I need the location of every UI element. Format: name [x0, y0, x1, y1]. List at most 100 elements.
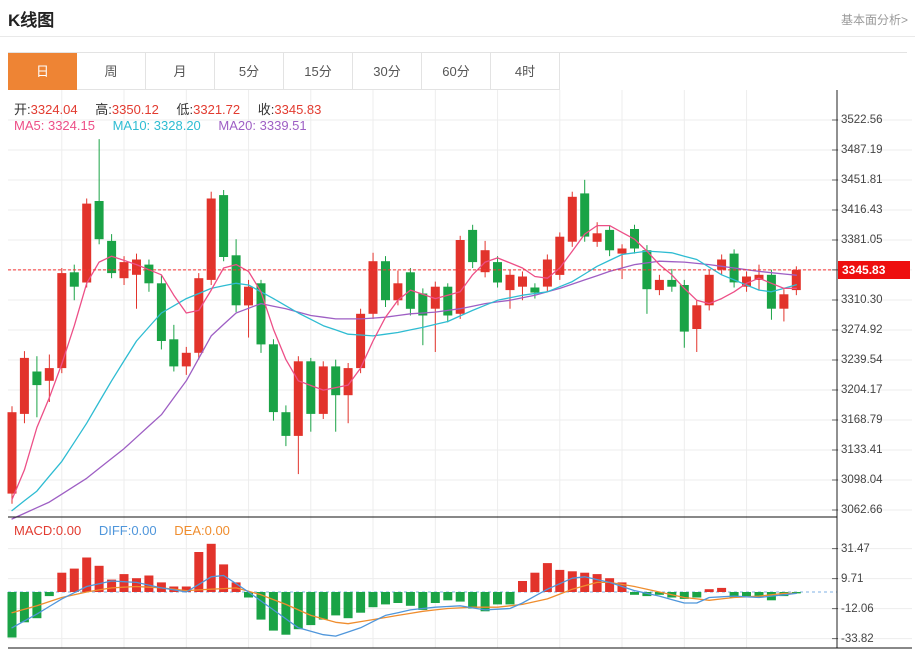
current-price-badge: 3345.83: [838, 260, 910, 279]
macd-bar: [156, 582, 166, 592]
candle-body: [368, 261, 378, 314]
macd-value: 0.00: [55, 523, 82, 538]
macd-bar: [630, 592, 639, 595]
macd-bar: [318, 592, 328, 620]
candle-body: [480, 250, 490, 273]
ma5-value: 3324.15: [47, 118, 95, 133]
macd-bar: [256, 592, 266, 620]
candle-body: [7, 412, 17, 494]
diff-label: DIFF:: [98, 523, 132, 538]
candle-body: [580, 193, 590, 237]
tab-30分[interactable]: 30分: [353, 53, 422, 90]
candle-body: [69, 272, 79, 287]
candle-body: [393, 283, 403, 301]
macd-bar: [69, 568, 79, 592]
candle-body: [505, 274, 515, 291]
period-tabs: 日周月 5分 15分 30分 60分 4时: [8, 52, 907, 90]
macd-bar: [443, 592, 453, 601]
ma5-label: MA5:: [14, 118, 45, 133]
tab-15分[interactable]: 15分: [284, 53, 353, 90]
candle-body: [642, 250, 652, 290]
candle-body: [57, 273, 67, 369]
diff-line: [11, 574, 797, 637]
macd-bar: [393, 592, 403, 603]
macd-y-axis-label: 31.47: [841, 542, 870, 555]
macd-bar: [306, 592, 316, 626]
macd-bar: [754, 592, 764, 598]
candle-body: [381, 261, 390, 301]
tab-4时[interactable]: 4时: [491, 53, 560, 90]
macd-bar: [580, 572, 590, 592]
main-y-axis-label: 3133.41: [841, 444, 883, 456]
macd-bar: [555, 569, 565, 592]
macd-bar: [368, 592, 378, 608]
tab-月[interactable]: 月: [146, 53, 215, 90]
candle-body: [256, 283, 266, 345]
macd-bar: [530, 572, 540, 592]
candle-body: [530, 287, 540, 293]
macd-bar: [231, 582, 241, 592]
main-y-axis-label: 3274.92: [841, 324, 883, 336]
macd-bar: [742, 592, 751, 597]
candle-body: [555, 236, 565, 275]
macd-bar: [7, 592, 17, 638]
header-divider: [0, 36, 915, 37]
open-value: 3324.04: [30, 102, 78, 117]
macd-bar: [654, 592, 664, 595]
candle-body: [455, 240, 465, 314]
candle-body: [107, 240, 117, 274]
candle-body: [206, 198, 216, 280]
candle-body: [44, 368, 54, 381]
main-y-axis-label: 3062.66: [841, 503, 883, 516]
candle-body: [617, 248, 627, 254]
macd-bar: [605, 578, 615, 592]
macd-bar: [219, 564, 229, 592]
candle-body: [654, 279, 664, 291]
candle-body: [443, 286, 453, 316]
tab-日[interactable]: 日: [8, 53, 77, 90]
macd-bar: [493, 592, 502, 605]
macd-bar: [194, 552, 204, 592]
fundamental-analysis-link[interactable]: 基本面分析>: [840, 13, 908, 27]
candle-body: [704, 274, 714, 306]
candle-body: [567, 196, 577, 242]
main-y-axis-label: 3416.43: [841, 203, 883, 216]
macd-bar: [356, 592, 366, 613]
candle-body: [32, 371, 42, 386]
macd-y-axis-label: 9.71: [841, 572, 864, 585]
macd-bar: [679, 592, 689, 599]
main-y-axis-label: 3487.19: [841, 143, 883, 156]
macd-bar: [281, 592, 291, 635]
candle-body: [742, 276, 751, 287]
macd-bar: [542, 563, 552, 592]
macd-bar: [57, 572, 67, 592]
tab-5分[interactable]: 5分: [215, 53, 284, 90]
candle-body: [343, 368, 353, 396]
tab-周[interactable]: 周: [77, 53, 146, 90]
tab-60分[interactable]: 60分: [422, 53, 491, 90]
candle-body: [754, 274, 764, 280]
main-y-axis-label: 3239.54: [841, 354, 883, 366]
macd-bar: [567, 571, 577, 592]
macd-bar: [405, 592, 415, 606]
main-y-axis-label: 3381.05: [841, 234, 883, 246]
dea-value: 0.00: [204, 523, 230, 538]
macd-bar: [480, 592, 490, 612]
candle-body: [356, 313, 366, 369]
main-y-axis-label: 3204.17: [841, 383, 883, 396]
candle-body: [791, 269, 801, 291]
candle-body: [268, 344, 278, 413]
ma20-line: [11, 260, 797, 520]
ma20-label: MA20:: [218, 118, 256, 133]
high-label: 高:: [95, 102, 112, 117]
candle-body: [692, 305, 702, 329]
macd-bar: [455, 592, 465, 602]
dea-label: DEA:: [174, 523, 205, 538]
macd-label: MACD:: [14, 523, 56, 538]
macd-bar: [119, 574, 129, 592]
macd-bar: [717, 587, 727, 592]
macd-bar: [704, 589, 714, 592]
candle-body: [231, 255, 241, 306]
macd-y-axis-label: -33.82: [841, 632, 874, 645]
